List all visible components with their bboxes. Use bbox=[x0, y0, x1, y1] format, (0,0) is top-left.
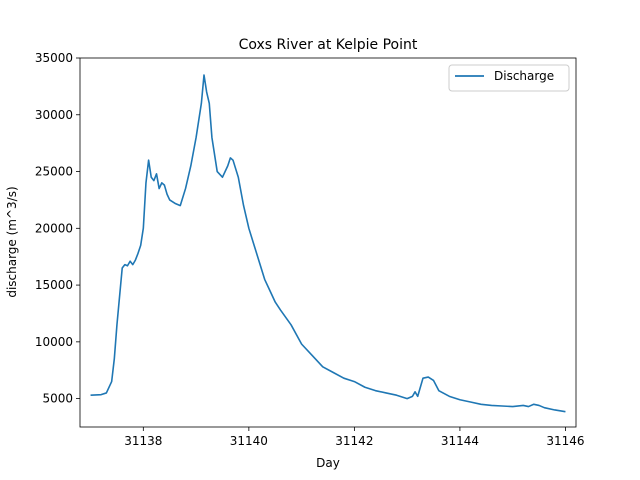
legend: Discharge bbox=[448, 64, 570, 92]
x-axis-ticks: 31138 31140 31142 31144 31146 bbox=[124, 427, 585, 448]
y-tick-label: 5000 bbox=[42, 392, 73, 406]
x-tick-label: 31146 bbox=[546, 434, 584, 448]
x-tick-label: 31142 bbox=[335, 434, 373, 448]
plot-frame bbox=[79, 57, 577, 428]
plot-area bbox=[90, 74, 566, 413]
y-axis-label: discharge (m^3/s) bbox=[5, 186, 19, 297]
legend-box bbox=[448, 64, 570, 92]
series-line-discharge bbox=[90, 74, 566, 413]
y-tick-label: 15000 bbox=[35, 278, 73, 292]
x-axis-label: Day bbox=[316, 456, 340, 470]
x-tick-label: 31138 bbox=[124, 434, 162, 448]
y-tick-label: 20000 bbox=[35, 221, 73, 235]
y-tick-label: 30000 bbox=[35, 108, 73, 122]
x-tick-label: 31144 bbox=[441, 434, 479, 448]
y-tick-label: 10000 bbox=[35, 335, 73, 349]
chart-title: Coxs River at Kelpie Point bbox=[239, 37, 418, 53]
y-axis-ticks: 5000 10000 15000 20000 25000 30000 35000 bbox=[35, 51, 80, 406]
legend-label-discharge: Discharge bbox=[494, 69, 554, 83]
y-tick-label: 35000 bbox=[35, 51, 73, 65]
x-tick-label: 31140 bbox=[230, 434, 268, 448]
y-tick-label: 25000 bbox=[35, 165, 73, 179]
